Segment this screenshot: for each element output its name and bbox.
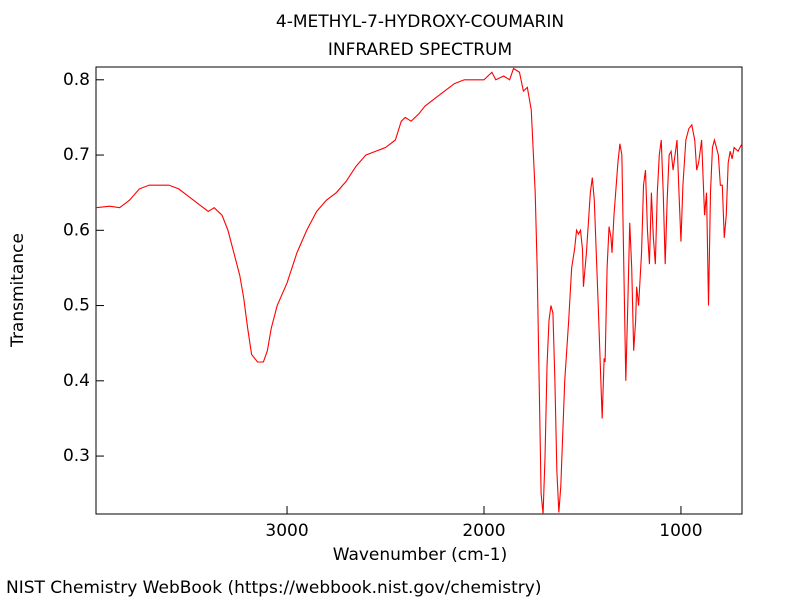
x-tick-label: 3000 bbox=[265, 521, 308, 541]
chart-subtitle: INFRARED SPECTRUM bbox=[328, 40, 512, 60]
y-axis-label: Transmitance bbox=[8, 233, 28, 348]
x-axis-label: Wavenumber (cm-1) bbox=[333, 545, 508, 565]
y-tick-label: 0.8 bbox=[63, 70, 90, 90]
x-tick-label: 2000 bbox=[462, 521, 505, 541]
y-tick-label: 0.4 bbox=[63, 371, 90, 391]
y-tick-label: 0.7 bbox=[63, 145, 90, 165]
spectrum-line bbox=[95, 67, 743, 515]
chart-title: 4-METHYL-7-HYDROXY-COUMARIN bbox=[276, 12, 564, 32]
y-tick-label: 0.3 bbox=[63, 446, 90, 466]
y-tick-label: 0.5 bbox=[63, 296, 90, 316]
footer: NIST Chemistry WebBook (https://webbook.… bbox=[6, 578, 541, 598]
y-tick-label: 0.6 bbox=[63, 220, 90, 240]
plot-frame bbox=[95, 66, 743, 515]
x-tick-label: 1000 bbox=[659, 521, 702, 541]
